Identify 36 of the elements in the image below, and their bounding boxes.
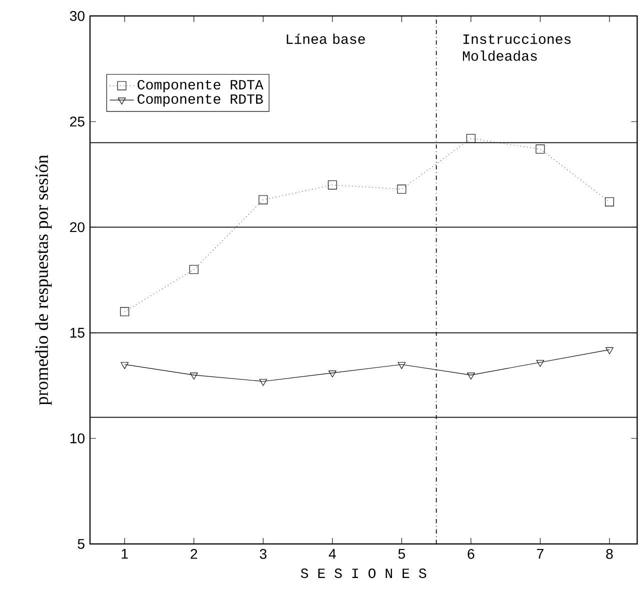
x-tick-label: 5 <box>398 548 406 559</box>
legend-label: Componente RDTB <box>138 94 263 107</box>
point <box>398 362 406 369</box>
x-axis-title: S E S I O N E S <box>300 568 426 578</box>
annotation: Instrucciones Moldeadas <box>462 34 571 61</box>
point <box>397 184 406 194</box>
y-tick-label: 5 <box>78 539 84 549</box>
x-tick-label: 6 <box>468 548 474 559</box>
y-tick-label: 15 <box>70 328 84 338</box>
point <box>466 134 476 143</box>
point <box>120 362 129 369</box>
x-tick-label: 8 <box>606 548 613 559</box>
point <box>328 370 336 378</box>
x-tick-label: 1 <box>122 548 128 559</box>
y-tick-label: 10 <box>70 433 84 444</box>
point <box>189 264 198 274</box>
legend-label: Componente RDTA <box>138 80 264 92</box>
point <box>604 197 614 206</box>
y-tick-label: 25 <box>70 116 84 127</box>
x-tick-label: 3 <box>260 548 266 559</box>
point <box>536 144 545 154</box>
x-tick-label: 7 <box>537 548 544 559</box>
point <box>190 372 198 380</box>
y-axis-title: promedio de respuestas por sesión <box>35 154 52 406</box>
point <box>467 372 475 380</box>
point <box>536 360 544 367</box>
point <box>259 378 268 386</box>
x-tick-label: 4 <box>328 548 336 559</box>
point <box>120 307 130 316</box>
x-tick-label: 2 <box>190 548 198 559</box>
annotation: Línea base <box>286 34 365 44</box>
y-tick-label: 30 <box>70 11 84 21</box>
y-tick-label: 20 <box>70 222 84 232</box>
point <box>606 347 614 354</box>
point <box>258 195 268 204</box>
point <box>328 180 337 190</box>
